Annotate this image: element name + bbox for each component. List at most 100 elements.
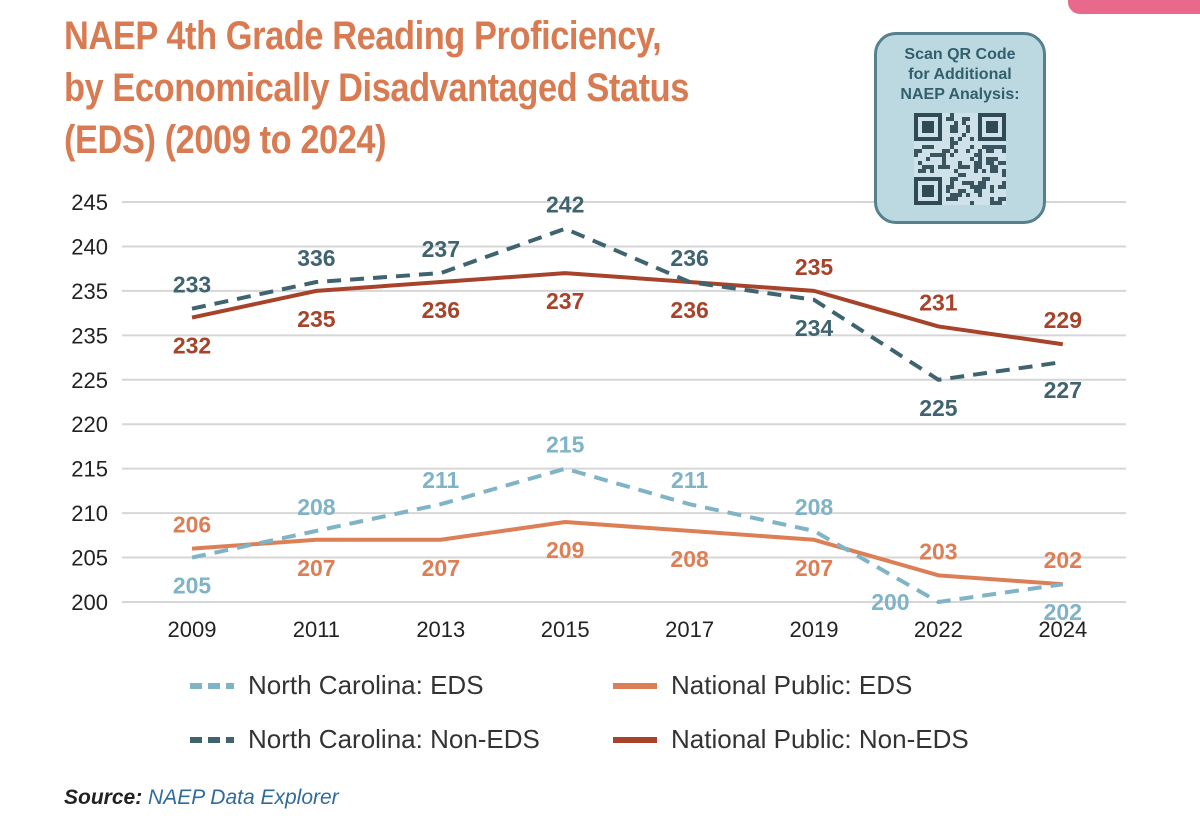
qr-module (914, 153, 918, 157)
data-label: 209 (546, 537, 584, 563)
qr-module (986, 177, 990, 181)
qr-module (1002, 197, 1006, 201)
qr-module (946, 149, 950, 153)
qr-module (966, 149, 970, 153)
source-link[interactable]: NAEP Data Explorer (148, 786, 339, 809)
qr-module (926, 145, 930, 149)
qr-module (954, 129, 958, 133)
qr-module (962, 121, 966, 125)
qr-module (958, 189, 962, 193)
qr-module (1002, 169, 1006, 173)
qr-module (994, 145, 998, 149)
qr-module (930, 169, 934, 173)
qr-module (918, 169, 922, 173)
qr-module (950, 181, 954, 185)
qr-module (970, 137, 974, 141)
qr-module (990, 145, 994, 149)
legend-label: North Carolina: Non-EDS (248, 724, 540, 754)
qr-module (930, 153, 934, 157)
qr-module (918, 149, 922, 153)
qr-module (946, 185, 950, 189)
x-tick-label: 2017 (665, 617, 714, 642)
qr-module (942, 153, 946, 157)
qr-module (942, 157, 946, 161)
qr-module (962, 189, 966, 193)
qr-code-icon[interactable] (914, 113, 1006, 205)
legend-label: North Carolina: EDS (248, 670, 484, 700)
legend-national-eds: National Public: EDS (613, 670, 912, 701)
legend-nc-eds: North Carolina: EDS (190, 670, 484, 701)
series-line (191, 466, 1064, 604)
qr-module (930, 145, 934, 149)
qr-module (966, 125, 970, 129)
y-tick-label: 235 (71, 323, 108, 348)
data-label: 207 (297, 555, 335, 581)
qr-module (966, 129, 970, 133)
data-label: 206 (173, 512, 211, 538)
qr-module (974, 169, 978, 173)
qr-module (974, 153, 978, 157)
qr-module (982, 177, 986, 181)
qr-module (950, 129, 954, 133)
data-label: 208 (670, 546, 709, 572)
data-label: 208 (297, 494, 336, 520)
qr-module (986, 157, 990, 161)
qr-module (978, 161, 982, 165)
qr-module (1002, 185, 1006, 189)
qr-module (934, 153, 938, 157)
qr-module (922, 185, 934, 197)
qr-callout: Scan QR Code for Additional NAEP Analysi… (874, 32, 1046, 224)
qr-module (942, 149, 946, 153)
qr-module (930, 165, 934, 169)
title-line: by Economically Disadvantaged Status (64, 66, 689, 110)
data-label: 237 (546, 288, 584, 314)
series-line (191, 520, 1063, 587)
data-label: 236 (422, 297, 460, 323)
qr-module (950, 177, 954, 181)
qr-module (966, 181, 970, 185)
legend-label: National Public: EDS (671, 670, 913, 700)
data-label: 336 (297, 245, 335, 271)
x-tick-label: 2013 (416, 617, 465, 642)
qr-module (982, 145, 986, 149)
y-tick-label: 200 (71, 590, 108, 615)
data-label: 205 (173, 573, 212, 599)
qr-module (974, 161, 978, 165)
qr-module (994, 157, 998, 161)
title-line: NAEP 4th Grade Reading Proficiency, (64, 14, 662, 58)
qr-module (954, 141, 958, 145)
qr-module (962, 173, 966, 177)
qr-module (990, 161, 994, 165)
data-label: 200 (871, 589, 909, 615)
legend-national-non-eds: National Public: Non-EDS (613, 724, 969, 755)
qr-module (950, 145, 954, 149)
qr-module (970, 181, 974, 185)
qr-module (970, 157, 974, 161)
qr-module (982, 185, 986, 189)
qr-module (990, 157, 994, 161)
qr-module (950, 113, 954, 117)
qr-module (950, 117, 954, 121)
x-tick-label: 2009 (168, 617, 217, 642)
qr-module (950, 193, 954, 197)
legend-label: National Public: Non-EDS (671, 724, 969, 754)
qr-module (942, 165, 946, 169)
qr-module (1002, 173, 1006, 177)
qr-module (950, 185, 954, 189)
qr-module (950, 197, 954, 201)
qr-module (938, 153, 942, 157)
qr-module (962, 181, 966, 185)
qr-module (954, 193, 958, 197)
legend-swatch-national-eds (613, 682, 657, 689)
qr-module (978, 189, 982, 193)
qr-module (926, 157, 930, 161)
qr-module (962, 117, 966, 121)
data-label: 225 (919, 395, 958, 421)
qr-module (942, 161, 946, 165)
qr-module (954, 169, 958, 173)
chart-title: NAEP 4th Grade Reading Proficiency, by E… (64, 10, 718, 166)
qr-module (998, 197, 1002, 201)
qr-module (950, 153, 954, 157)
data-label: 202 (1044, 547, 1082, 573)
